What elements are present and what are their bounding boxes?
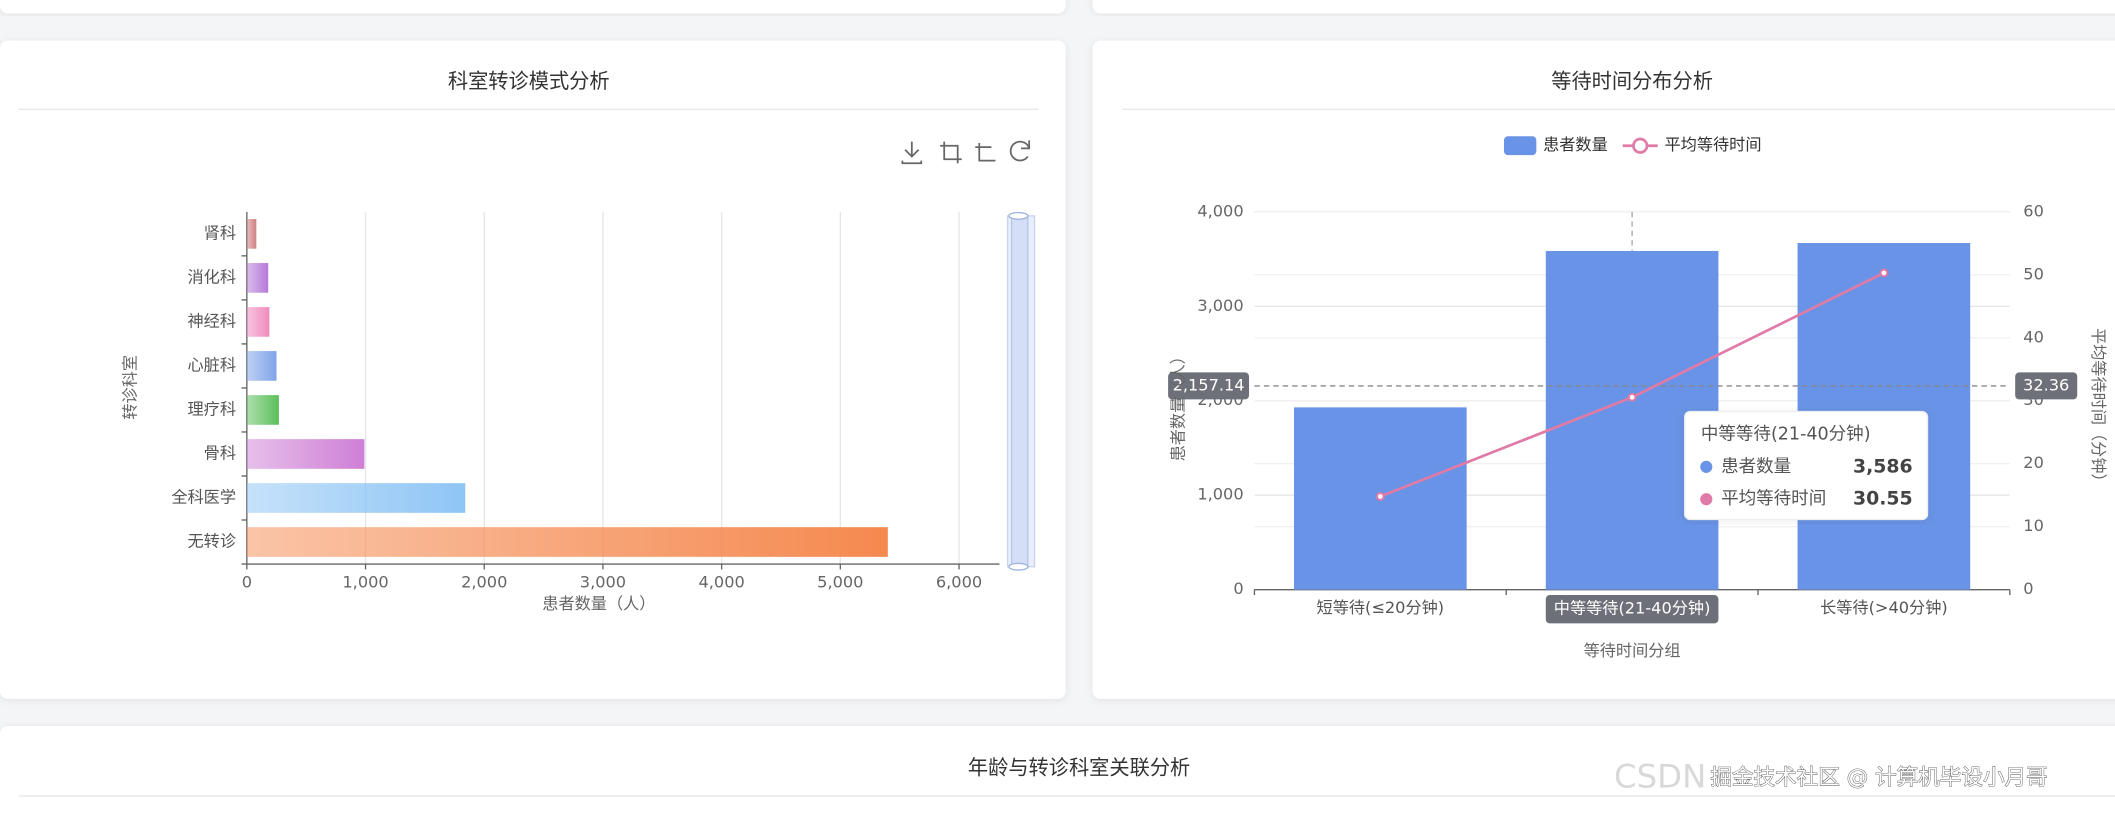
legend-swatch (1503, 136, 1537, 156)
watermark: 掘金技术社区 @ 计算机毕设小月哥 (1710, 766, 2047, 791)
x-tick-label: 长等待(>40分钟) (1820, 598, 1948, 617)
y-tick-label: 4,000 (1197, 201, 1243, 220)
y2-tick-label: 40 (2023, 327, 2044, 346)
tooltip-title: 中等等待(21-40分钟) (1701, 424, 1871, 444)
y-tick-label: 肾科 (204, 223, 236, 242)
x-tick-label: 3,000 (580, 572, 626, 591)
x-tick-label: 0 (242, 572, 252, 591)
y2-tick-label: 20 (2023, 453, 2044, 472)
x-tick-label: 短等待(≤20分钟) (1317, 598, 1445, 617)
card (0, 0, 1066, 14)
bar (246, 351, 277, 381)
point (1879, 268, 1889, 278)
pointer-label: 32.36 (2023, 375, 2069, 394)
pointer-label: 中等等待(21-40分钟) (1554, 599, 1711, 618)
toolbox (901, 140, 1031, 165)
y-tick-label: 骨科 (204, 443, 236, 462)
watermark: CSDN (1614, 758, 1706, 796)
y-tick-label: 无转诊 (188, 532, 237, 551)
bar (246, 219, 257, 249)
x-tick-label: 2,000 (461, 572, 507, 591)
bar (246, 439, 365, 469)
point (1627, 392, 1637, 402)
x-tick-label: 4,000 (698, 572, 744, 591)
card-title: 科室转诊模式分析 (448, 69, 610, 93)
tooltip-dot (1700, 493, 1713, 506)
y-tick-label: 神经科 (188, 311, 237, 330)
tooltip-box (1684, 410, 1929, 521)
tooltip-name: 患者数量 (1721, 457, 1791, 477)
x-axis-title: 患者数量（人） (542, 594, 655, 613)
y-tick-label: 全科医学 (171, 487, 236, 506)
pointer-label-bg (1545, 595, 1719, 624)
tooltip-value: 30.55 (1853, 488, 1913, 510)
card-title: 等待时间分布分析 (1551, 69, 1713, 93)
tooltip: 中等等待(21-40分钟) 患者数量 3,586 平均等待时间 30.55 (1684, 410, 1929, 521)
card (0, 40, 1066, 699)
bar (246, 395, 279, 425)
y2-tick-label: 50 (2023, 264, 2044, 283)
y-axis-title: 患者数量（人） (1168, 348, 1187, 461)
y-axis-title: 转诊科室 (120, 355, 139, 420)
point (1375, 492, 1385, 501)
y-tick-label: 心脏科 (188, 355, 237, 374)
card (1092, 0, 2115, 14)
pointer-label-bg (2015, 372, 2078, 400)
y-tick-label: 0 (1233, 579, 1243, 598)
y2-tick-label: 0 (2023, 579, 2033, 598)
bar (246, 483, 466, 513)
tooltip-dot (1700, 460, 1713, 473)
legend-swatch (1632, 137, 1649, 154)
bar (246, 527, 888, 557)
restore-icon[interactable] (1009, 140, 1031, 162)
data-zoom[interactable] (1006, 211, 1036, 571)
card-title: 年龄与转诊科室关联分析 (968, 756, 1190, 780)
tooltip-value: 3,586 (1853, 455, 1913, 477)
bar (246, 263, 269, 293)
y2-tick-label: 60 (2023, 201, 2044, 220)
pointer-label-bg (1168, 372, 1250, 400)
y-tick-label: 理疗科 (188, 399, 237, 418)
bar (246, 307, 270, 337)
card (0, 725, 2115, 815)
y2-axis-title: 平均等待时间（分钟） (2089, 328, 2108, 490)
charts: 0 1,000 2,000 3,000 4,000 5,000 6,000 无转诊 全科医学 骨科… (120, 135, 2108, 660)
save-icon[interactable] (901, 141, 923, 165)
y-tick-label: 3,000 (1197, 296, 1243, 315)
x-tick-label: 1,000 (342, 572, 388, 591)
y-tick-label: 消化科 (188, 267, 237, 286)
y-tick-label: 1,000 (1197, 485, 1243, 504)
zoom-icon[interactable] (940, 141, 962, 164)
pointer-label: 2,157.14 (1173, 375, 1245, 394)
x-tick-label: 5,000 (817, 572, 863, 591)
zoom-reset-icon[interactable] (975, 143, 996, 162)
tooltip-name: 平均等待时间 (1721, 489, 1826, 509)
x-tick-label: 6,000 (936, 572, 982, 591)
x-axis-title: 等待时间分组 (1584, 641, 1681, 660)
legend-label: 平均等待时间 (1664, 135, 1761, 154)
legend-label: 患者数量 (1543, 135, 1608, 154)
y2-tick-label: 10 (2023, 516, 2044, 535)
